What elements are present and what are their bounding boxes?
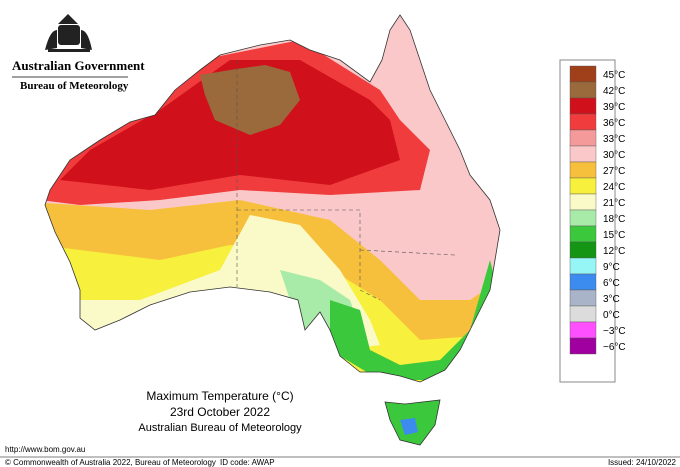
state-borders [236,60,456,301]
legend-swatch [569,97,597,115]
url: http://www.bom.gov.au [5,445,85,454]
legend-label: 42°C [603,86,625,97]
legend-swatch [569,65,597,83]
map-title: Maximum Temperature (°C) [146,389,293,403]
legend-label: 6°C [603,278,620,289]
legend-swatch [569,241,597,259]
legend-swatch [569,209,597,227]
legend-label: 39°C [603,102,625,113]
legend: 45°C 42°C 39°C 36°C 33°C 30°C 27°C 24°C 21°C 18°C… [569,65,626,355]
legend-swatch [569,273,597,291]
legend-swatch [569,257,597,275]
legend-label: 21°C [603,198,625,209]
legend-label: 33°C [603,134,625,145]
coat-of-arms [45,14,92,52]
legend-label: 9°C [603,262,620,273]
legend-swatch [569,145,597,163]
legend-swatch [569,177,597,195]
legend-label: −3°C [603,326,626,337]
legend-swatch [569,321,597,339]
tasmania-cold [400,418,418,435]
government-name: Australian Government [12,58,145,73]
agency-name: Bureau of Meteorology [20,80,129,92]
legend-label: 12°C [603,246,625,257]
legend-label: 27°C [603,166,625,177]
issued: Issued: 24/10/2022 [608,458,677,467]
map-date: 23rd October 2022 [170,405,270,419]
legend-swatch [569,337,597,355]
map-source: Australian Bureau of Meteorology [138,422,302,434]
legend-label: 36°C [603,118,625,129]
legend-swatch [569,129,597,147]
copyright: © Commonwealth of Australia 2022, Bureau… [5,458,216,467]
legend-label: 30°C [603,150,625,161]
legend-swatch [569,225,597,243]
legend-swatch [569,305,597,323]
legend-swatch [569,161,597,179]
legend-label: 18°C [603,214,625,225]
id-code: ID code: AWAP [220,458,275,467]
legend-swatch [569,113,597,131]
legend-label: 45°C [603,70,625,81]
legend-swatch [569,193,597,211]
legend-swatch [569,289,597,307]
legend-label: 24°C [603,182,625,193]
legend-swatch [569,81,597,99]
legend-label: 3°C [603,294,620,305]
legend-label: −6°C [603,342,626,353]
legend-label: 15°C [603,230,625,241]
legend-label: 0°C [603,310,620,321]
